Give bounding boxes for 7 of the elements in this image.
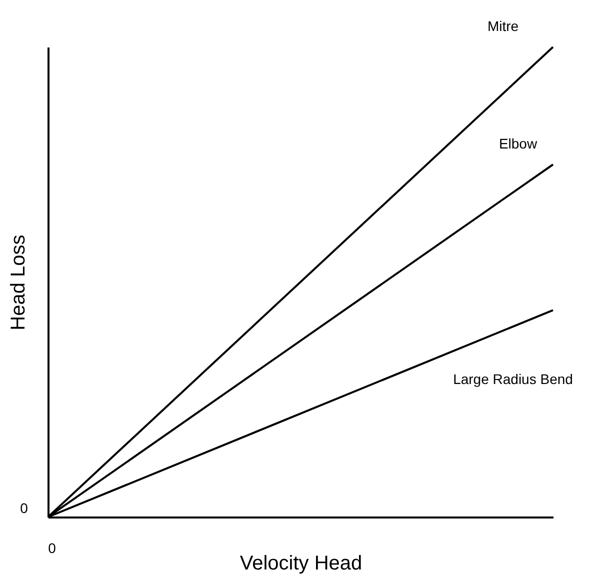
text: 0 (48, 540, 56, 556)
series-label: Large Radius Bend (453, 371, 573, 388)
series-label: Elbow (498, 136, 538, 152)
x-axis-title: Velocity Head (240, 552, 362, 574)
text: Mitre (487, 18, 519, 34)
y-axis-title: Head Loss (8, 234, 30, 330)
annotation: 0 (20, 500, 28, 516)
